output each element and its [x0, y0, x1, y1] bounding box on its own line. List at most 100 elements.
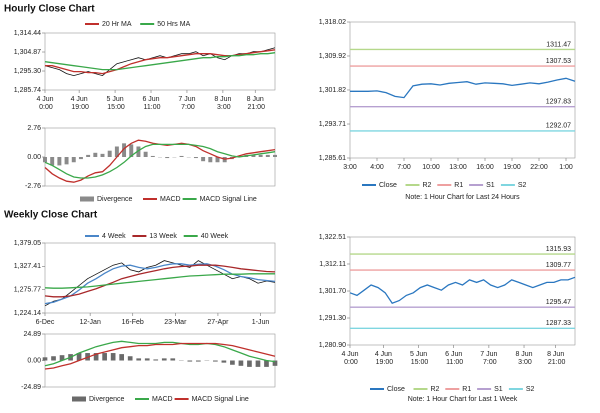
- x-tick-label: 5 Jun 15:00: [105, 96, 125, 111]
- divergence-bar: [187, 360, 193, 362]
- y-tick-label: -24.89: [21, 384, 41, 391]
- plot-frame: [44, 32, 276, 91]
- legend-label: 50 Hrs MA: [157, 21, 190, 28]
- plot-frame: [349, 21, 576, 159]
- divergence-bar: [143, 151, 148, 157]
- y-tick-label: 1,224.14: [14, 310, 41, 317]
- x-tick-label: 19:00: [503, 164, 521, 171]
- legend-label: Divergence: [89, 396, 125, 403]
- divergence-bar: [247, 360, 252, 367]
- series-line: [349, 276, 576, 304]
- divergence-bar: [215, 157, 220, 163]
- series-line: [44, 264, 276, 298]
- legend-label: 13 Week: [149, 233, 177, 240]
- series-line: [45, 49, 276, 75]
- divergence-bar: [127, 356, 133, 361]
- divergence-bar: [255, 360, 261, 367]
- y-tick-label: 1,312.11: [319, 261, 346, 268]
- pivot-label: 1307.53: [546, 58, 571, 65]
- legend-label: R1: [462, 386, 471, 393]
- divergence-bar: [251, 154, 256, 157]
- divergence-bar: [64, 157, 69, 165]
- x-tick-label: 4:00: [370, 164, 384, 171]
- divergence-bar: [165, 157, 170, 159]
- legend-label: R2: [423, 182, 432, 189]
- x-tick-label: 4 Jun 0:00: [36, 96, 53, 111]
- divergence-bar: [78, 157, 83, 160]
- y-tick-label: 1,314.44: [14, 30, 41, 37]
- series-line: [350, 77, 576, 99]
- series-line: [44, 52, 276, 71]
- y-tick-label: 1,275.77: [14, 287, 41, 294]
- divergence-bar: [208, 157, 213, 163]
- x-tick-label: 1:00: [559, 164, 573, 171]
- legend-label: 40 Week: [201, 233, 229, 240]
- plot-frame: [44, 242, 276, 314]
- divergence-bar: [273, 154, 277, 157]
- y-tick-label: 0.00: [27, 357, 41, 364]
- x-tick-label: 6 Jun 11:00: [142, 96, 161, 111]
- legend-label: S1: [486, 182, 495, 189]
- y-tick-label: 1,285.74: [14, 87, 41, 94]
- series-line: [44, 273, 275, 289]
- divergence-bar: [213, 360, 218, 362]
- pivot-label: 1297.83: [546, 99, 571, 106]
- legend-key: [80, 196, 94, 202]
- legend-label: Close: [379, 182, 397, 189]
- y-tick-label: 1,322.51: [319, 234, 346, 241]
- section-title: Hourly Close Chart: [4, 4, 95, 15]
- y-tick-label: 1,285.61: [319, 155, 346, 162]
- divergence-bar: [100, 153, 105, 157]
- legend-label: S1: [494, 386, 503, 393]
- y-tick-label: 1,280.90: [319, 342, 346, 349]
- divergence-bar: [230, 360, 235, 365]
- x-tick-label: 12-Jan: [79, 319, 101, 326]
- divergence-bar: [86, 154, 91, 157]
- y-tick-label: 0.00: [27, 154, 41, 161]
- divergence-bar: [195, 360, 201, 362]
- legend-label: Divergence: [97, 196, 133, 203]
- x-tick-label: 22:00: [530, 164, 548, 171]
- divergence-bar: [57, 157, 62, 166]
- divergence-bar: [50, 157, 55, 166]
- divergence-bar: [258, 154, 263, 157]
- divergence-bar: [93, 152, 98, 157]
- divergence-bar: [161, 358, 167, 361]
- series-line: [44, 139, 276, 183]
- y-tick-label: 1,293.71: [319, 121, 346, 128]
- legend-label: Close: [387, 386, 405, 393]
- legend-label: MACD Signal Line: [192, 396, 249, 403]
- series-line: [44, 340, 276, 367]
- x-tick-label: 23-Mar: [164, 319, 187, 326]
- legend-label: R2: [431, 386, 440, 393]
- x-tick-label: 4 Jun 0:00: [341, 351, 358, 366]
- legend-label: R1: [454, 182, 463, 189]
- x-tick-label: 10:00: [422, 164, 440, 171]
- divergence-bar: [114, 146, 119, 157]
- divergence-bar: [122, 143, 127, 157]
- x-tick-label: 16:00: [476, 164, 494, 171]
- pivot-label: 1292.07: [546, 123, 571, 130]
- legend-label: MACD: [152, 396, 173, 403]
- divergence-bar: [129, 144, 134, 157]
- divergence-bar: [51, 356, 56, 361]
- divergence-bar: [102, 353, 107, 361]
- divergence-bar: [76, 353, 82, 361]
- divergence-bar: [221, 360, 227, 363]
- y-tick-label: 24.89: [23, 331, 41, 338]
- legend-label: MACD Signal Line: [200, 196, 257, 203]
- y-tick-label: 1,327.41: [14, 263, 41, 270]
- divergence-bar: [119, 354, 125, 361]
- divergence-bar: [179, 155, 184, 157]
- divergence-bar: [272, 360, 278, 366]
- divergence-bar: [238, 360, 244, 366]
- legend-label: S2: [526, 386, 535, 393]
- pivot-label: 1287.33: [546, 320, 571, 327]
- series-line: [44, 342, 276, 370]
- pivot-label: 1295.47: [546, 299, 571, 306]
- x-tick-label: 4 Jun 19:00: [374, 351, 394, 366]
- x-tick-label: 7 Jun 7:00: [480, 351, 497, 366]
- divergence-bar: [43, 157, 47, 163]
- pivot-label: 1311.47: [546, 41, 571, 48]
- x-tick-label: 4 Jun 19:00: [69, 96, 89, 111]
